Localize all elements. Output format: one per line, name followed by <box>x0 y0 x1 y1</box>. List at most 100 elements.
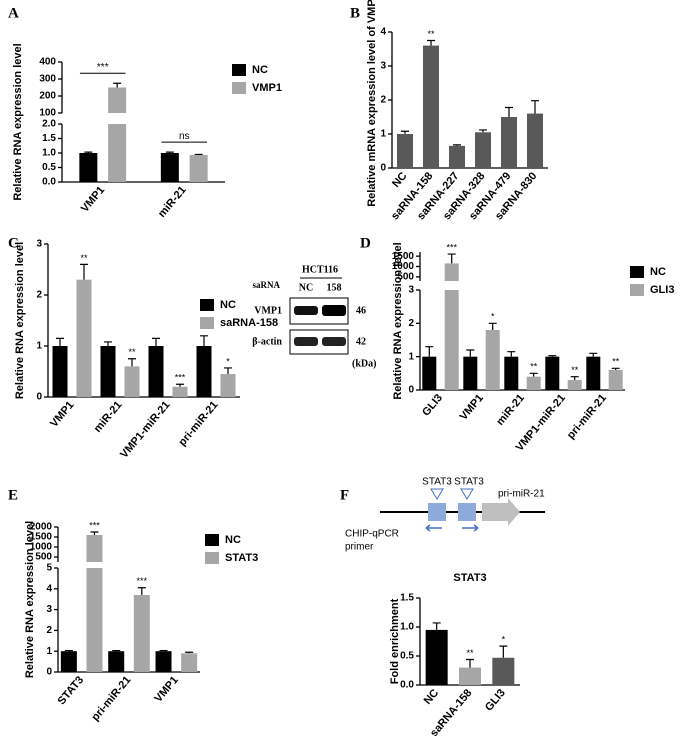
legend-swatch <box>200 317 214 329</box>
y-tick-label: 1500 <box>30 532 53 543</box>
y-tick-label: 1500 <box>392 251 415 262</box>
site-marker <box>460 488 474 500</box>
y-tick-label: 2.0 <box>42 119 56 130</box>
significance-label: ** <box>571 365 579 375</box>
primer-arrow <box>425 524 442 532</box>
blot-band <box>294 306 318 315</box>
error-bar <box>425 346 434 357</box>
legend-label: saRNA-158 <box>220 317 278 329</box>
error-bar <box>432 622 441 630</box>
error-bar <box>531 100 539 114</box>
error-bar <box>165 151 174 153</box>
error-bar <box>505 106 513 117</box>
y-tick-label: 2 <box>380 95 386 106</box>
bar <box>148 346 164 397</box>
bar <box>108 651 125 672</box>
bar <box>449 145 465 168</box>
bar <box>220 374 236 397</box>
y-tick-label: 0.0 <box>400 680 414 691</box>
chart-title: STAT3 <box>453 572 486 584</box>
y-tick-label: 0.0 <box>42 177 56 188</box>
binding-site <box>458 503 476 521</box>
x-tick-label: VMP1 <box>79 184 107 215</box>
legend-label: STAT3 <box>225 552 258 564</box>
y-tick-label: 1.5 <box>400 593 414 604</box>
x-tick-label: VMP1 <box>152 674 180 705</box>
gene-arrow <box>482 498 520 526</box>
y-tick-label: 500 <box>35 552 52 563</box>
y-tick-label: 0.5 <box>42 162 56 173</box>
y-axis-label: Relative RNA expression level <box>12 43 24 200</box>
legend-swatch <box>630 284 644 296</box>
y-tick-label: 1000 <box>392 261 415 272</box>
x-tick-label: miR-21 <box>156 184 189 220</box>
site-label: STAT3 <box>454 477 484 488</box>
panel-letter: A <box>8 5 19 21</box>
bar <box>425 629 448 685</box>
bar <box>108 124 127 182</box>
significance-label: ** <box>128 347 136 357</box>
lane-label: NC <box>299 282 313 293</box>
error-bar <box>185 651 194 654</box>
error-bar <box>128 358 136 367</box>
significance-label: ** <box>466 648 474 658</box>
error-bar <box>548 355 557 357</box>
site-label: STAT3 <box>422 477 452 488</box>
bar <box>608 370 623 390</box>
y-tick-label: 1000 <box>30 542 53 553</box>
x-tick-label: GLI3 <box>483 687 508 713</box>
legend-label: VMP1 <box>252 82 282 94</box>
y-tick-label: 400 <box>39 57 56 68</box>
primer-label: CHIP-qPCR <box>345 529 399 540</box>
y-tick-label: 2000 <box>30 522 53 533</box>
significance-label: ** <box>427 29 435 39</box>
error-bar <box>104 341 112 346</box>
panel-letter: F <box>340 487 349 503</box>
bar <box>485 330 500 390</box>
bar <box>459 667 481 685</box>
x-tick-label: VMP1-miR-21 <box>118 399 172 461</box>
blot-band <box>322 337 346 346</box>
bar <box>423 45 439 168</box>
primer-arrow <box>462 524 479 532</box>
error-bar <box>224 367 232 375</box>
error-bar <box>137 587 146 596</box>
y-tick-label: 500 <box>397 271 414 282</box>
x-tick-label: pri-miR-21 <box>565 392 609 441</box>
x-tick-label: STAT3 <box>56 674 87 707</box>
y-tick-label: 0 <box>46 667 52 678</box>
error-bar <box>488 322 497 330</box>
bar <box>567 380 582 390</box>
error-bar <box>570 376 579 380</box>
legend-label: NC <box>220 299 236 311</box>
bar <box>492 657 515 685</box>
error-bar <box>499 645 508 658</box>
panel-letter: B <box>350 5 360 21</box>
bar <box>527 113 543 168</box>
y-tick-label: 1 <box>380 129 386 140</box>
y-tick-label: 1 <box>408 351 414 362</box>
x-tick-label: miR-21 <box>494 392 527 428</box>
error-bar <box>152 337 160 346</box>
bar <box>189 155 208 182</box>
y-tick-label: 4 <box>46 583 52 594</box>
y-tick-label: 3 <box>36 239 42 250</box>
legend-label: NC <box>225 534 241 546</box>
error-bar <box>447 253 456 264</box>
error-bar <box>80 263 88 280</box>
y-tick-label: 1 <box>36 341 42 352</box>
lane-header: saRNA <box>252 280 280 290</box>
bar <box>586 356 601 390</box>
bar <box>196 346 212 397</box>
kda-label: 42 <box>356 336 366 347</box>
error-bar <box>589 352 598 357</box>
y-tick-label: 3 <box>380 61 386 72</box>
lane-label: 158 <box>327 282 342 293</box>
error-bar <box>466 349 475 357</box>
bar <box>52 346 68 397</box>
bar <box>100 346 116 397</box>
bar <box>108 87 127 113</box>
bar <box>172 386 188 397</box>
y-tick-label: 1.0 <box>400 622 414 633</box>
